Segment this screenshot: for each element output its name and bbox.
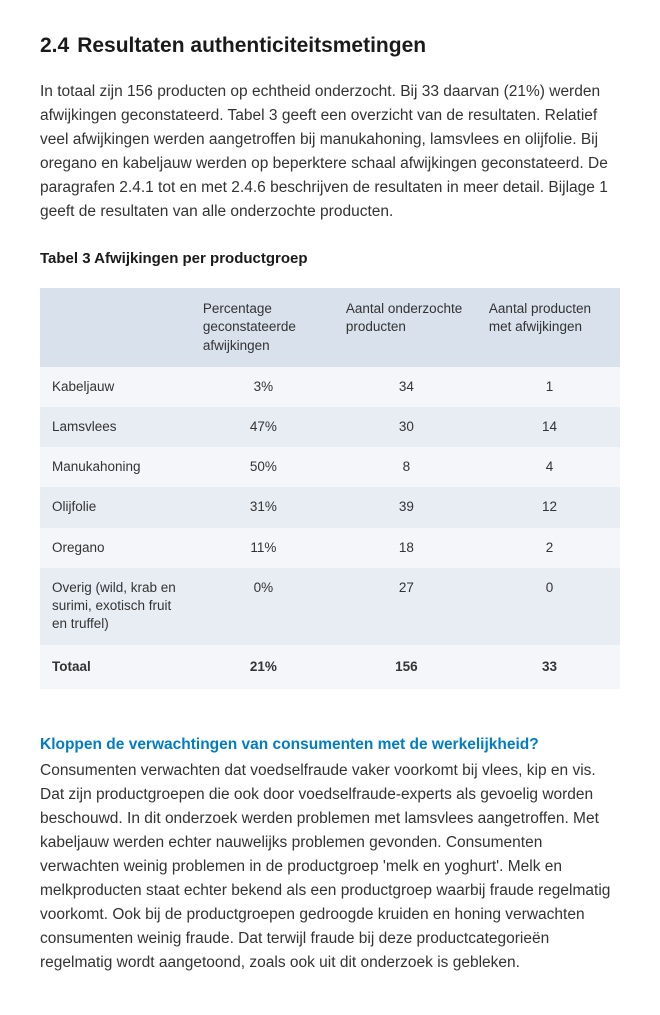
table-cell: 4 (477, 447, 620, 487)
table-cell: 50% (191, 447, 334, 487)
table-cell: 14 (477, 407, 620, 447)
table-cell: 21% (191, 645, 334, 689)
table-cell: 8 (334, 447, 477, 487)
table-cell: 1 (477, 367, 620, 407)
table-col-header (40, 288, 191, 367)
table-row: Kabeljauw 3% 34 1 (40, 367, 620, 407)
table-col-header: Aantal onderzochte producten (334, 288, 477, 367)
table-cell: Overig (wild, krab en surimi, exotisch f… (40, 568, 191, 645)
section-heading: 2.4 Resultaten authenticiteitsmetingen (40, 30, 620, 62)
table-row: Oregano 11% 18 2 (40, 528, 620, 568)
table-col-header: Percentage geconstateerde afwijkingen (191, 288, 334, 367)
table-cell: 33 (477, 645, 620, 689)
callout-body: Consumenten verwachten dat voedselfraude… (40, 759, 620, 975)
section-title: Resultaten authenticiteitsmetingen (77, 34, 426, 57)
table-cell: 39 (334, 487, 477, 527)
table-cell: 31% (191, 487, 334, 527)
section-number: 2.4 (40, 30, 69, 62)
table-caption: Tabel 3 Afwijkingen per productgroep (40, 248, 620, 271)
table-cell: 34 (334, 367, 477, 407)
table-cell: 3% (191, 367, 334, 407)
deviations-table: Percentage geconstateerde afwijkingen Aa… (40, 288, 620, 689)
table-row: Manukahoning 50% 8 4 (40, 447, 620, 487)
table-cell: Kabeljauw (40, 367, 191, 407)
table-row: Olijfolie 31% 39 12 (40, 487, 620, 527)
table-cell: Olijfolie (40, 487, 191, 527)
table-cell: 0% (191, 568, 334, 645)
table-cell: 11% (191, 528, 334, 568)
table-cell: 12 (477, 487, 620, 527)
table-body: Kabeljauw 3% 34 1 Lamsvlees 47% 30 14 Ma… (40, 367, 620, 689)
table-col-header: Aantal producten met afwijkingen (477, 288, 620, 367)
table-cell: Manukahoning (40, 447, 191, 487)
table-cell: 2 (477, 528, 620, 568)
callout-heading: Kloppen de verwachtingen van consumenten… (40, 733, 620, 756)
table-row: Overig (wild, krab en surimi, exotisch f… (40, 568, 620, 645)
table-total-row: Totaal 21% 156 33 (40, 645, 620, 689)
table-cell: 0 (477, 568, 620, 645)
table-cell: 18 (334, 528, 477, 568)
intro-paragraph: In totaal zijn 156 producten op echtheid… (40, 80, 620, 224)
table-header-row: Percentage geconstateerde afwijkingen Aa… (40, 288, 620, 367)
table-cell: Oregano (40, 528, 191, 568)
table-cell: Totaal (40, 645, 191, 689)
table-cell: 27 (334, 568, 477, 645)
table-cell: 30 (334, 407, 477, 447)
table-cell: 156 (334, 645, 477, 689)
table-cell: 47% (191, 407, 334, 447)
table-row: Lamsvlees 47% 30 14 (40, 407, 620, 447)
table-cell: Lamsvlees (40, 407, 191, 447)
